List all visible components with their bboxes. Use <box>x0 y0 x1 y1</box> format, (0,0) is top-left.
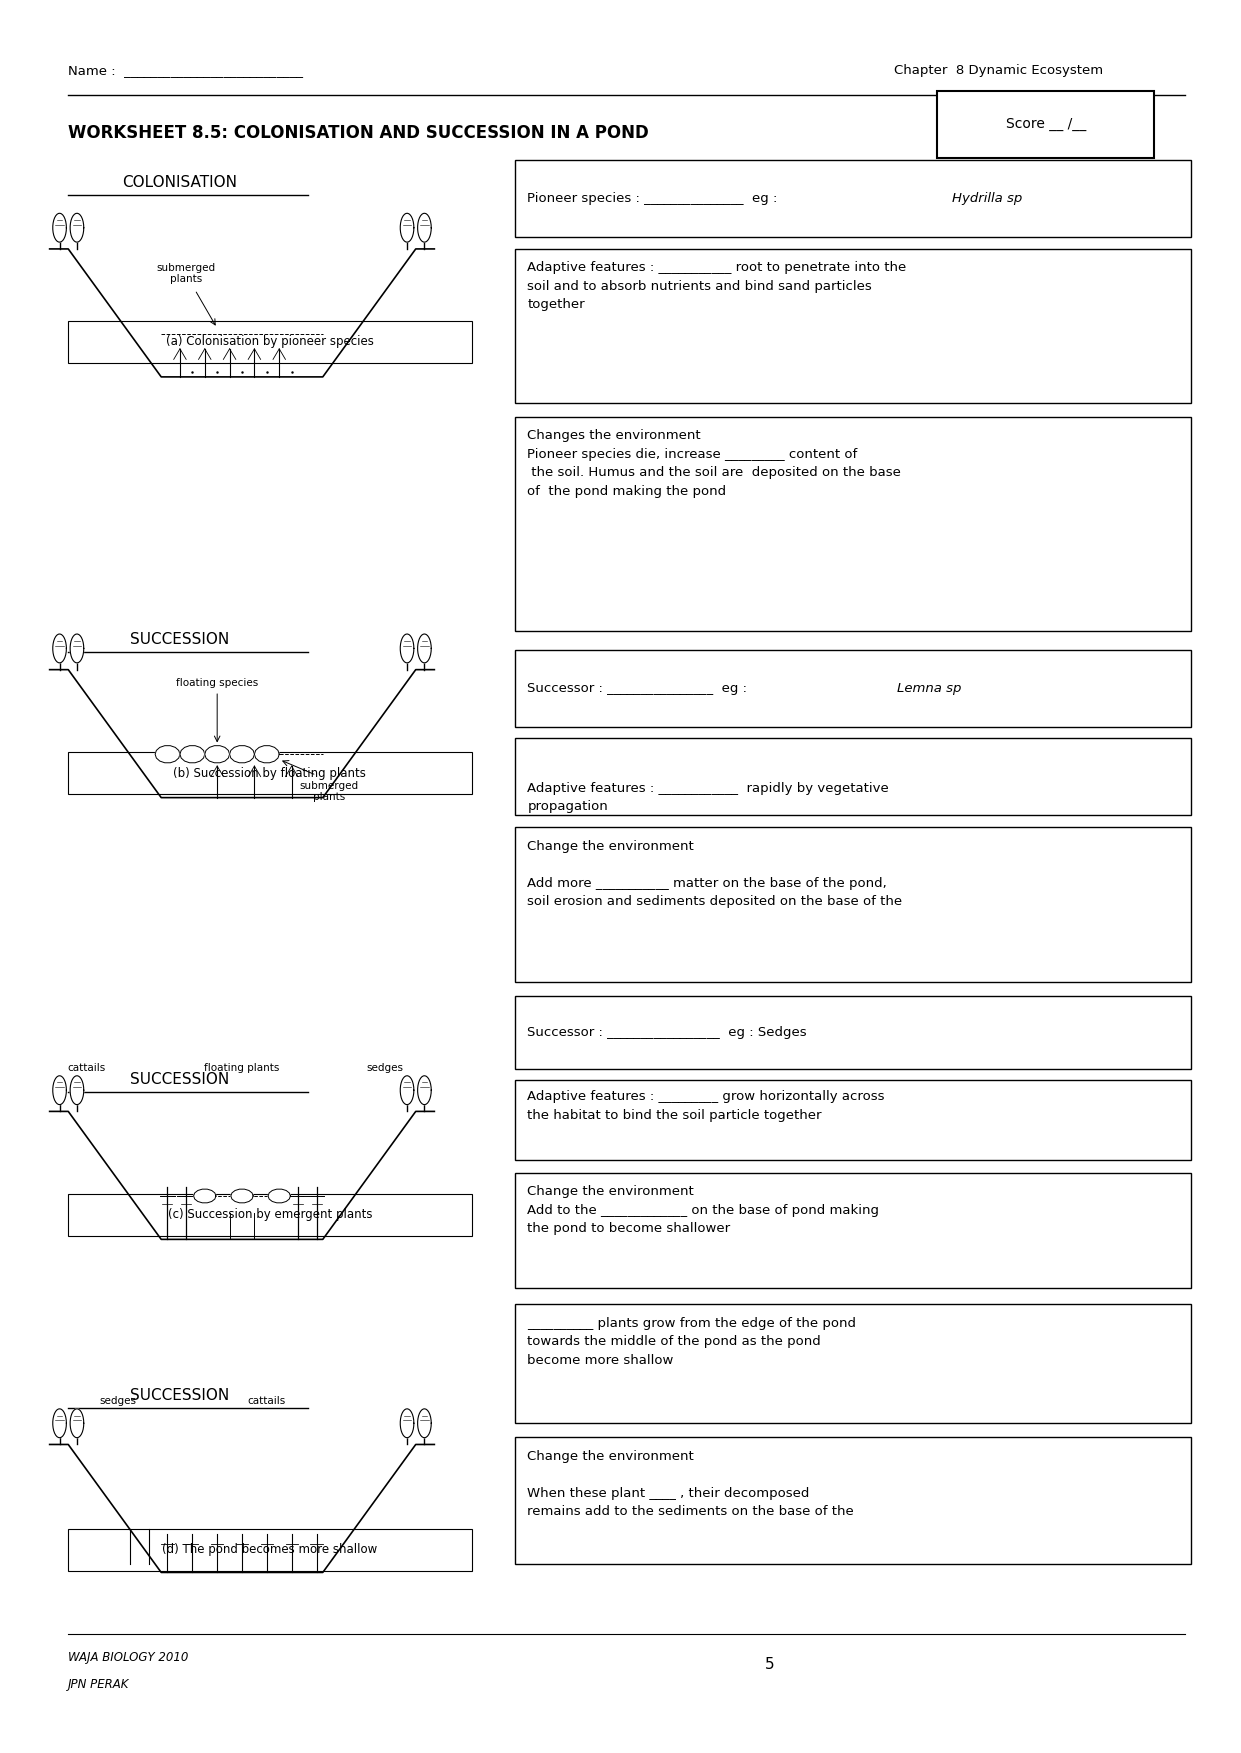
Text: Change the environment

Add more ___________ matter on the base of the pond,
soi: Change the environment Add more ________… <box>527 840 902 908</box>
Text: (a) Colonisation by pioneer species: (a) Colonisation by pioneer species <box>166 335 374 349</box>
Text: cattails: cattails <box>68 1062 105 1073</box>
Text: submerged
plants: submerged plants <box>156 263 216 284</box>
Polygon shape <box>230 745 254 763</box>
Bar <box>515 1304 1191 1423</box>
Polygon shape <box>155 745 180 763</box>
Text: floating species: floating species <box>176 678 258 687</box>
Polygon shape <box>401 1076 413 1104</box>
Polygon shape <box>254 745 279 763</box>
Text: Change the environment

When these plant ____ , their decomposed
remains add to : Change the environment When these plant … <box>527 1450 854 1518</box>
Text: __________ plants grow from the edge of the pond
towards the middle of the pond : __________ plants grow from the edge of … <box>527 1317 856 1367</box>
Text: COLONISATION: COLONISATION <box>123 175 237 189</box>
Bar <box>515 996 1191 1069</box>
Polygon shape <box>401 1409 413 1437</box>
Text: Chapter  8 Dynamic Ecosystem: Chapter 8 Dynamic Ecosystem <box>894 63 1103 77</box>
Bar <box>68 1194 472 1236</box>
Text: sedges: sedges <box>366 1062 403 1073</box>
Text: 5: 5 <box>764 1657 774 1672</box>
Polygon shape <box>53 1076 67 1104</box>
Polygon shape <box>71 635 84 663</box>
Bar <box>515 827 1191 982</box>
Text: Name :  ___________________________: Name : ___________________________ <box>68 63 303 77</box>
Polygon shape <box>205 745 230 763</box>
Bar <box>68 321 472 363</box>
Text: Hydrilla sp: Hydrilla sp <box>952 191 1023 205</box>
Text: cattails: cattails <box>248 1395 285 1406</box>
Polygon shape <box>180 745 205 763</box>
Polygon shape <box>231 1189 253 1203</box>
Bar <box>515 417 1191 631</box>
Polygon shape <box>53 635 67 663</box>
Polygon shape <box>53 1409 67 1437</box>
Text: SUCCESSION: SUCCESSION <box>130 1073 230 1087</box>
Text: Change the environment
Add to the _____________ on the base of pond making
the p: Change the environment Add to the ______… <box>527 1185 880 1236</box>
Bar <box>515 1437 1191 1564</box>
Text: sedges: sedges <box>99 1395 137 1406</box>
Bar <box>515 1173 1191 1288</box>
Text: Successor : _________________  eg : Sedges: Successor : _________________ eg : Sedge… <box>527 1026 807 1040</box>
Polygon shape <box>71 214 84 242</box>
Text: JPN PERAK: JPN PERAK <box>68 1678 130 1690</box>
Polygon shape <box>418 1409 431 1437</box>
Polygon shape <box>53 214 67 242</box>
Text: Changes the environment
Pioneer species die, increase _________ content of
 the : Changes the environment Pioneer species … <box>527 429 901 498</box>
Text: (b) Succession by floating plants: (b) Succession by floating plants <box>174 766 366 780</box>
Text: (c) Succession by emergent plants: (c) Succession by emergent plants <box>168 1208 372 1222</box>
Polygon shape <box>194 1189 216 1203</box>
Text: Adaptive features : _________ grow horizontally across
the habitat to bind the s: Adaptive features : _________ grow horiz… <box>527 1090 885 1122</box>
Polygon shape <box>71 1409 84 1437</box>
Polygon shape <box>418 635 431 663</box>
Text: Pioneer species : _______________  eg :: Pioneer species : _______________ eg : <box>527 191 782 205</box>
Polygon shape <box>401 635 413 663</box>
Text: Lemna sp: Lemna sp <box>897 682 962 696</box>
Bar <box>515 650 1191 727</box>
Polygon shape <box>418 214 431 242</box>
Text: Score __ /__: Score __ /__ <box>1006 117 1086 131</box>
Bar <box>515 1080 1191 1160</box>
Polygon shape <box>401 214 413 242</box>
Bar <box>515 249 1191 403</box>
Text: WAJA BIOLOGY 2010: WAJA BIOLOGY 2010 <box>68 1651 189 1664</box>
Text: WORKSHEET 8.5: COLONISATION AND SUCCESSION IN A POND: WORKSHEET 8.5: COLONISATION AND SUCCESSI… <box>68 124 649 142</box>
Text: Adaptive features : ____________  rapidly by vegetative
propagation: Adaptive features : ____________ rapidly… <box>527 782 889 813</box>
Text: (d) The pond becomes more shallow: (d) The pond becomes more shallow <box>163 1543 377 1557</box>
Bar <box>515 738 1191 815</box>
Polygon shape <box>418 1076 431 1104</box>
Polygon shape <box>268 1189 290 1203</box>
Polygon shape <box>71 1076 84 1104</box>
Bar <box>68 752 472 794</box>
Text: SUCCESSION: SUCCESSION <box>130 633 230 647</box>
Text: Successor : ________________  eg :: Successor : ________________ eg : <box>527 682 752 696</box>
Text: SUCCESSION: SUCCESSION <box>130 1388 230 1402</box>
Bar <box>937 91 1154 158</box>
Text: floating plants: floating plants <box>205 1062 279 1073</box>
Text: submerged
plants: submerged plants <box>299 780 359 803</box>
Text: Adaptive features : ___________ root to penetrate into the
soil and to absorb nu: Adaptive features : ___________ root to … <box>527 261 907 312</box>
Bar <box>68 1529 472 1571</box>
Bar <box>515 160 1191 237</box>
